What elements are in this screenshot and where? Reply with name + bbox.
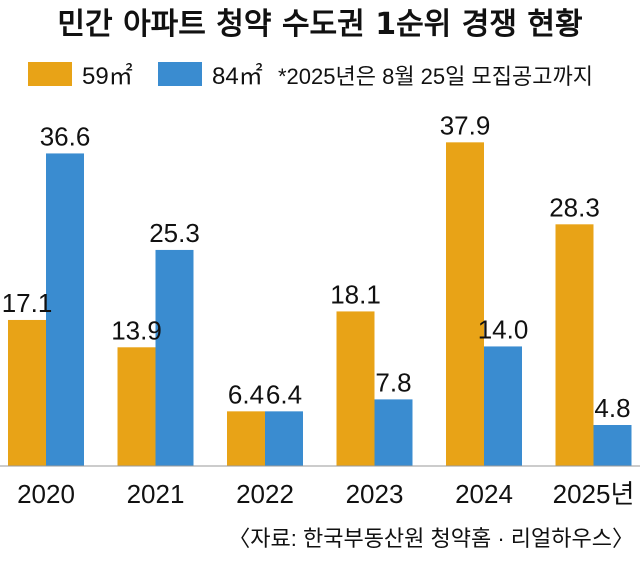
bar-84-2023 bbox=[374, 399, 413, 466]
bar-59-2023 bbox=[336, 311, 375, 466]
bar-84-2024 bbox=[484, 346, 522, 466]
value-label-84-2023: 7.8 bbox=[375, 367, 411, 397]
value-label-59-2024: 37.9 bbox=[440, 110, 491, 140]
bars bbox=[8, 142, 632, 467]
x-tick-label-2023: 2023 bbox=[346, 479, 404, 509]
value-label-84-2022: 6.4 bbox=[266, 379, 302, 409]
bar-84-2025년 bbox=[593, 425, 632, 466]
bar-59-2025년 bbox=[555, 224, 594, 466]
chart-title: 민간 아파트 청약 수도권 1순위 경쟁 현황 bbox=[57, 7, 582, 42]
value-label-59-2021: 13.9 bbox=[111, 315, 162, 345]
value-label-84-2025년: 4.8 bbox=[594, 393, 630, 423]
x-tick-label-2025년: 2025년 bbox=[553, 479, 635, 509]
value-label-84-2020: 36.6 bbox=[40, 121, 91, 151]
x-tick-label-2021: 2021 bbox=[127, 479, 185, 509]
value-label-84-2021: 25.3 bbox=[149, 218, 200, 248]
x-tick-label-2020: 2020 bbox=[17, 479, 75, 509]
value-label-59-2025년: 28.3 bbox=[549, 192, 600, 222]
legend-swatch-84 bbox=[158, 62, 202, 86]
value-label-59-2020: 17.1 bbox=[2, 288, 53, 318]
x-axis-labels: 2020 2021 2022 2023 2024 2025년 bbox=[17, 479, 634, 509]
chart-source: 〈자료: 한국부동산원 청약홈 · 리얼하우스〉 bbox=[228, 526, 634, 551]
legend-label-84: 84㎡ bbox=[212, 63, 263, 90]
bar-59-2021 bbox=[117, 347, 156, 466]
x-tick-label-2024: 2024 bbox=[455, 479, 513, 509]
value-labels: 17.1 36.6 13.9 25.3 6.4 6.4 18.1 7.8 37.9 14.0 28.… bbox=[2, 110, 631, 423]
legend-swatch-59 bbox=[28, 62, 72, 86]
bar-84-2020 bbox=[46, 153, 84, 466]
bar-59-2024 bbox=[446, 142, 484, 467]
x-tick-label-2022: 2022 bbox=[236, 479, 294, 509]
value-label-84-2024: 14.0 bbox=[478, 314, 529, 344]
bar-84-2021 bbox=[155, 249, 194, 466]
bar-84-2022 bbox=[265, 411, 303, 466]
value-label-59-2022: 6.4 bbox=[228, 379, 264, 409]
legend: 59㎡ 84㎡ *2025년은 8월 25일 모집공고까지 bbox=[28, 62, 593, 90]
bar-59-2022 bbox=[227, 411, 265, 466]
value-label-59-2023: 18.1 bbox=[330, 279, 381, 309]
bar-59-2020 bbox=[8, 319, 46, 466]
chart-note: *2025년은 8월 25일 모집공고까지 bbox=[278, 64, 593, 89]
legend-label-59: 59㎡ bbox=[82, 63, 133, 90]
